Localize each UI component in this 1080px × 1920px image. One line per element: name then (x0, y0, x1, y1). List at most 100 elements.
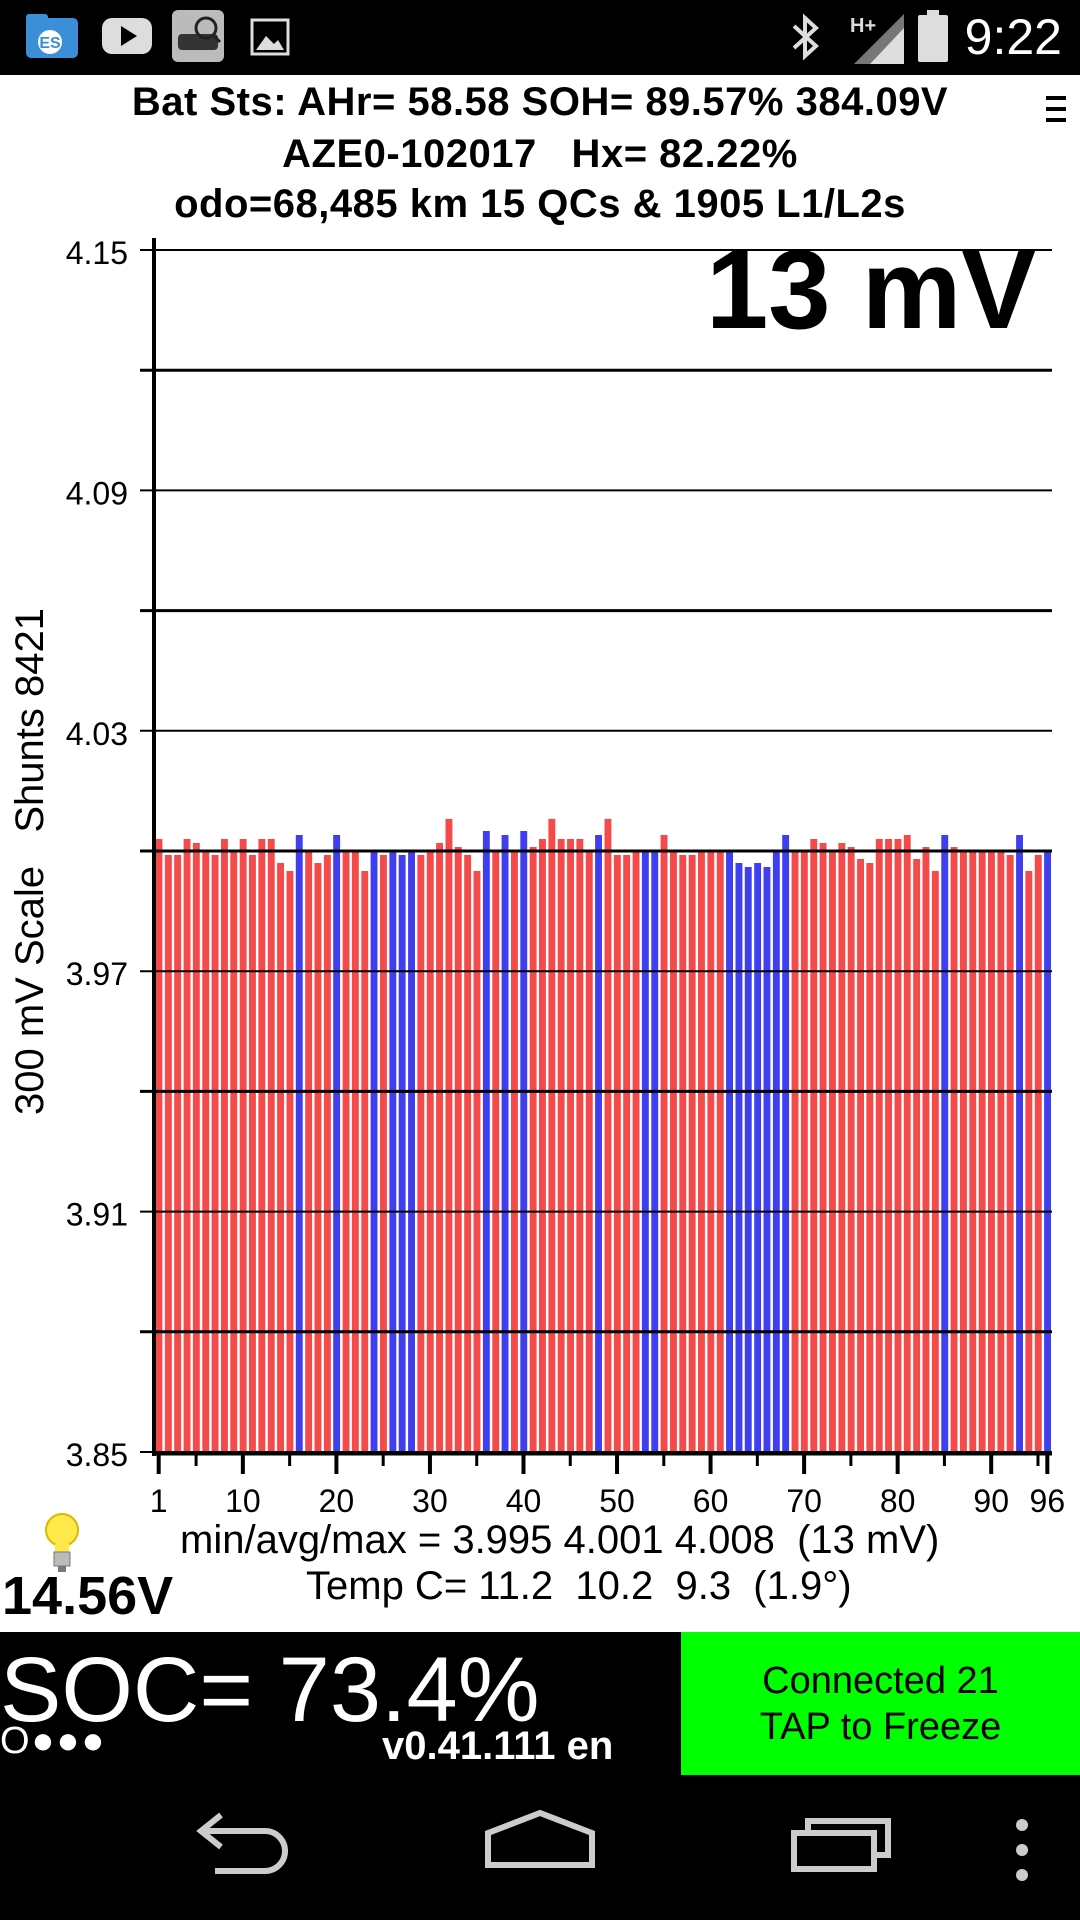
cell-bar-shunt (744, 867, 752, 1452)
cell-bar (716, 851, 724, 1452)
cell-bar (866, 863, 874, 1452)
cell-bar-shunt (408, 851, 415, 1452)
cell-bar (978, 851, 986, 1452)
x-tick-label: 60 (693, 1483, 729, 1519)
cell-bar (988, 851, 995, 1452)
odometer-line: odo=68,485 km 15 QCs & 1905 L1/L2s (174, 182, 906, 226)
svg-text:ES: ES (39, 35, 61, 52)
recents-icon[interactable] (790, 1809, 900, 1873)
cell-bar (192, 843, 200, 1452)
cell-bar-shunt (295, 835, 303, 1452)
soc-readout: SOC= 73.4% (0, 1639, 540, 1741)
cell-bar (277, 863, 284, 1452)
cell-bar (361, 871, 369, 1452)
cell-bar (913, 859, 921, 1452)
cell-voltage-chart[interactable]: 4.15 4.09 4.03 3.97 3.91 3.85 1 10 20 30 40 50 60 70 8… (0, 230, 1080, 1610)
cell-bar (239, 839, 247, 1452)
cell-bar (323, 855, 331, 1452)
y-tick-label: 3.91 (66, 1197, 128, 1233)
x-tick-label: 90 (973, 1483, 1009, 1519)
cell-bar-shunt (389, 851, 397, 1452)
cell-bar (875, 839, 883, 1452)
cell-bar (585, 851, 593, 1452)
cell-bar-shunt (754, 863, 762, 1452)
cell-bar (267, 839, 275, 1452)
cell-bar (857, 859, 864, 1452)
cell-bar (380, 855, 387, 1452)
cell-bar (885, 839, 892, 1452)
home-icon[interactable] (483, 1807, 597, 1877)
cell-bar-shunt (501, 835, 509, 1452)
cell-bar-shunt (763, 867, 771, 1452)
cell-bar (445, 818, 453, 1452)
cell-bar (819, 843, 827, 1452)
cell-bar (249, 855, 256, 1452)
cell-bar (660, 835, 668, 1452)
cell-bar (847, 847, 855, 1452)
y-tick-label: 3.97 (66, 956, 128, 992)
cell-bar (511, 851, 518, 1452)
cell-bar (539, 839, 546, 1452)
lightbulb-icon[interactable] (44, 1512, 80, 1574)
battery-status-line: Bat Sts: AHr= 58.58 SOH= 89.57% 384.09V (131, 80, 949, 124)
cell-bar-shunt (726, 851, 733, 1452)
x-tick-label: 20 (319, 1483, 355, 1519)
cell-bar (155, 839, 163, 1452)
freeze-hint-text: TAP to Freeze (759, 1705, 1002, 1748)
cell-bar (174, 855, 182, 1452)
cell-bar-shunt (1016, 835, 1023, 1452)
cell-bar (960, 851, 967, 1452)
cell-bar (314, 863, 322, 1452)
y-tick-label: 3.85 (66, 1437, 128, 1473)
cell-bar (688, 855, 696, 1452)
cell-bar (838, 843, 846, 1452)
cell-bar (670, 851, 677, 1452)
cell-bar (950, 847, 958, 1452)
cell-bar (557, 839, 565, 1452)
cell-bar-shunt (735, 863, 743, 1452)
cell-bar (426, 851, 434, 1452)
min-avg-max-stats: min/avg/max = 3.995 4.001 4.008 (13 mV) (180, 1518, 940, 1562)
cell-bar (613, 855, 621, 1452)
cell-bar (417, 855, 425, 1452)
cell-bar (707, 851, 715, 1452)
cell-bar (305, 851, 313, 1452)
x-tick-label: 30 (412, 1483, 448, 1519)
back-icon[interactable] (185, 1809, 295, 1879)
connection-status-text: Connected 21 (762, 1659, 999, 1702)
y-tick-label: 4.09 (66, 475, 128, 511)
svg-text:H+: H+ (850, 15, 876, 37)
cell-bar (464, 855, 472, 1452)
cell-bar (342, 851, 350, 1452)
cell-bar (576, 839, 584, 1452)
cell-bar-shunt (641, 851, 649, 1452)
clock: 9:22 (964, 9, 1062, 65)
cell-bar (258, 839, 266, 1452)
y-tick-label: 4.15 (66, 235, 128, 271)
cell-bar-shunt (651, 851, 659, 1452)
status-bar: ES H+ 9:22 (0, 0, 1080, 75)
cell-bar (211, 855, 219, 1452)
navigation-bar (0, 1777, 1080, 1920)
cell-bar-shunt (595, 835, 602, 1452)
y-tick-label: 4.03 (66, 716, 128, 752)
cell-bar (623, 855, 631, 1452)
cell-bar (791, 851, 799, 1452)
cell-bar (1006, 855, 1014, 1452)
cell-bar (894, 839, 902, 1452)
cell-bar (922, 847, 930, 1452)
file-manager-icon: ES (26, 14, 78, 58)
connection-freeze-button[interactable]: Connected 21 TAP to Freeze (681, 1632, 1080, 1775)
cell-bar (221, 839, 228, 1452)
version-label: v0.41.111 en (382, 1724, 614, 1768)
cell-bar-shunt (1044, 851, 1051, 1452)
cell-bar-shunt (370, 851, 378, 1452)
menu-icon[interactable] (1040, 92, 1070, 126)
cell-bar (931, 871, 939, 1452)
cell-bar (473, 871, 481, 1452)
cell-bar (800, 851, 808, 1452)
overflow-menu-icon[interactable] (1010, 1815, 1034, 1885)
car-app-icon (172, 10, 224, 62)
cell-bar (632, 851, 640, 1452)
cell-bar (810, 839, 818, 1452)
